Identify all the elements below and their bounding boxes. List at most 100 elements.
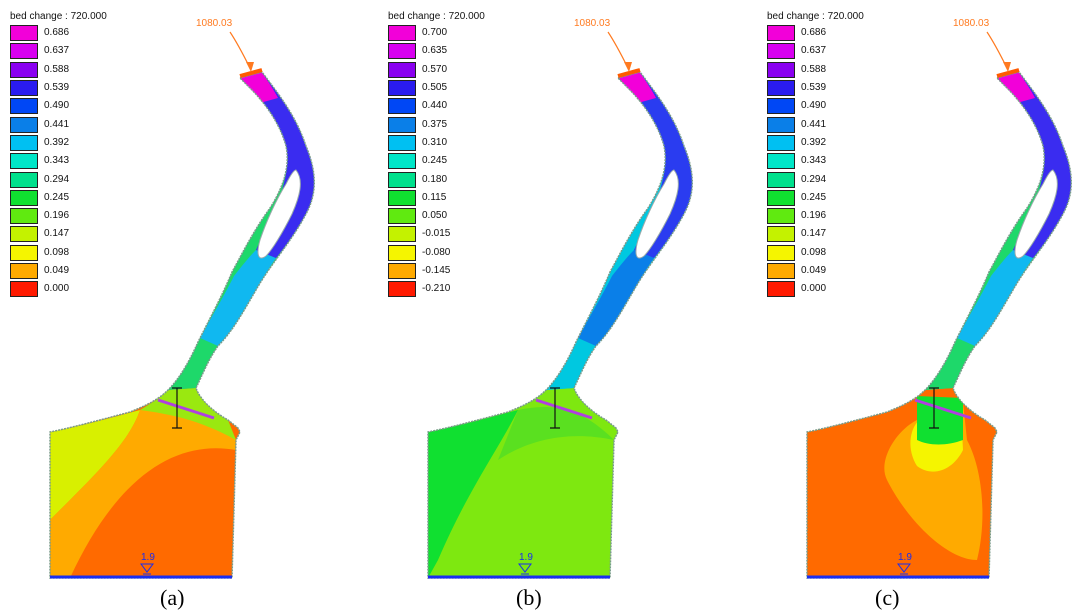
- legend-value: 0.539: [44, 82, 70, 94]
- basin-zone-left: [428, 410, 518, 578]
- legend-value: 0.392: [44, 136, 70, 148]
- cross-section-line: [535, 398, 593, 420]
- inflow-arrowhead: [246, 62, 254, 72]
- legend-swatch: [10, 80, 38, 97]
- legend-swatch: [10, 208, 38, 225]
- bed-change-map: 1080.03 1.9: [806, 18, 1072, 579]
- cross-section-line: [914, 398, 972, 420]
- legend-value: 0.196: [801, 210, 827, 222]
- legend-swatch: [388, 208, 416, 225]
- legend-row: 0.098: [10, 244, 69, 262]
- river-outline: [806, 71, 1072, 579]
- legend-value: 0.049: [44, 265, 70, 276]
- legend-value: 0.049: [801, 265, 827, 276]
- legend-swatch: [388, 98, 416, 115]
- channel-upper-fill: [240, 72, 315, 258]
- legend-swatch: [767, 116, 795, 133]
- legend-swatch: [388, 134, 416, 151]
- legend-row: -0.145: [388, 262, 450, 280]
- legend-value: 0.115: [422, 191, 447, 203]
- inflow-boundary: [239, 68, 263, 78]
- legend-row: -0.210: [388, 280, 450, 298]
- legend-value: 0.245: [422, 155, 448, 167]
- legend-row: 0.343: [10, 152, 69, 170]
- legend-row: 0.050: [388, 207, 450, 225]
- legend-row: -0.080: [388, 244, 450, 262]
- legend-swatch: [767, 61, 795, 78]
- legend-swatch: [10, 281, 38, 298]
- panel-b: bed change : 720.000 0.700 0.635 0.570 0.50…: [378, 0, 736, 615]
- legend-value: 0.294: [801, 173, 827, 185]
- legend-value: 0.180: [422, 173, 448, 185]
- legend-title: bed change : 720.000: [767, 11, 864, 22]
- legend-row: 0.180: [388, 170, 450, 188]
- legend-swatch: [10, 61, 38, 78]
- legend-value: 0.539: [801, 82, 827, 94]
- legend-value: 0.050: [422, 210, 448, 222]
- legend-row: 0.539: [767, 79, 826, 97]
- legend-row: 0.310: [388, 134, 450, 152]
- legend-value: -0.015: [422, 228, 451, 240]
- legend-value: 0.505: [422, 82, 448, 94]
- panel-caption: (b): [516, 585, 542, 610]
- legend-swatch: [388, 281, 416, 298]
- legend-row: 0.245: [10, 189, 69, 207]
- channel-mid-fill: [578, 250, 654, 346]
- legend-row: 0.147: [767, 225, 826, 243]
- legend-swatch: [388, 80, 416, 97]
- panel-caption: (c): [875, 585, 900, 610]
- legend-swatch: [767, 208, 795, 225]
- legend-swatch: [388, 226, 416, 243]
- legend-row: 0.343: [767, 152, 826, 170]
- inflow-cap-fill: [240, 72, 278, 104]
- legend-swatch: [767, 43, 795, 60]
- legend-swatch: [388, 244, 416, 261]
- legend-value: -0.210: [422, 283, 451, 295]
- water-level-lines: [900, 573, 908, 577]
- legend-row: 0.440: [388, 97, 450, 115]
- basin-zone-jet: [917, 396, 963, 445]
- legend-list: 0.700 0.635 0.570 0.505 0.440 0.375 0.310 0.245…: [388, 24, 450, 298]
- legend-value: 0.588: [801, 63, 827, 75]
- legend-value: 0.147: [44, 228, 70, 240]
- legend-value: 0.245: [801, 191, 827, 203]
- legend-swatch: [10, 25, 38, 42]
- legend-swatch: [10, 134, 38, 151]
- legend-row: 0.392: [10, 134, 69, 152]
- legend-value: 0.700: [422, 27, 448, 39]
- water-level-icon: [897, 563, 911, 573]
- legend-swatch: [10, 116, 38, 133]
- inflow-label: 1080.03: [196, 18, 233, 29]
- legend-row: 0.588: [767, 61, 826, 79]
- channel-mid-fill: [200, 250, 276, 346]
- legend-value: 0.490: [44, 100, 70, 112]
- legend-value: 0.588: [44, 63, 70, 75]
- legend-row: 0.539: [10, 79, 69, 97]
- island: [635, 169, 679, 259]
- legend-value: 0.343: [44, 155, 70, 167]
- river-outline: [427, 71, 693, 579]
- inflow-label: 1080.03: [574, 18, 611, 29]
- legend-row: 0.490: [767, 97, 826, 115]
- legend-value: -0.145: [422, 265, 451, 276]
- legend-row: -0.015: [388, 225, 450, 243]
- legend-row: 0.196: [10, 207, 69, 225]
- legend-value: 0.098: [44, 246, 70, 258]
- legend-row: 0.098: [767, 244, 826, 262]
- legend-row: 0.505: [388, 79, 450, 97]
- legend-swatch: [767, 134, 795, 151]
- panel-a: bed change : 720.000 0.686 0.637 0.588 0.53…: [0, 0, 358, 615]
- legend-row: 0.637: [767, 42, 826, 60]
- inflow-label: 1080.03: [953, 18, 990, 29]
- legend-value: 0.000: [44, 283, 70, 295]
- legend-value: 0.570: [422, 63, 448, 75]
- legend-row: 0.049: [10, 262, 69, 280]
- legend-row: 0.294: [10, 170, 69, 188]
- legend-swatch: [767, 171, 795, 188]
- water-level-icon: [518, 563, 532, 573]
- legend-swatch: [10, 43, 38, 60]
- channel-upper-fill: [618, 72, 693, 258]
- legend-swatch: [388, 116, 416, 133]
- basin-zone-band: [50, 406, 236, 578]
- inflow-cap-fill: [618, 72, 656, 104]
